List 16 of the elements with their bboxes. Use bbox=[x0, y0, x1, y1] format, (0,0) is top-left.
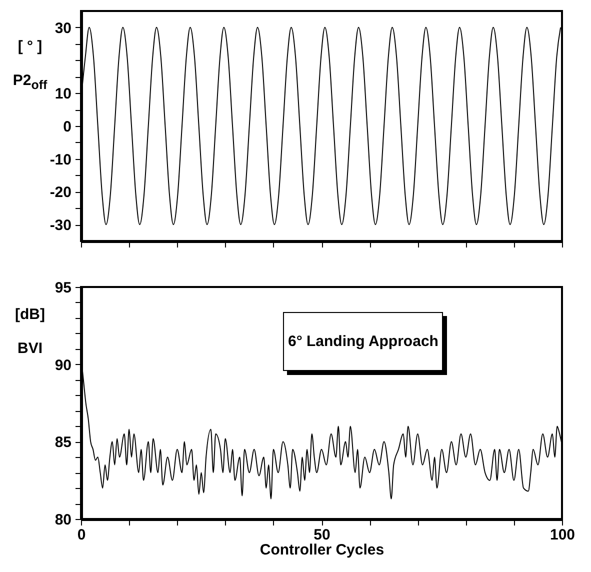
x-axis-title: Controller Cycles bbox=[260, 542, 384, 558]
y-tick-label: 95 bbox=[54, 280, 72, 296]
y-tick-label: 90 bbox=[54, 356, 72, 374]
y-tick-label: 0 bbox=[63, 118, 72, 136]
x-tick-label: 50 bbox=[314, 526, 330, 544]
y-tick-label: 30 bbox=[54, 20, 72, 37]
y-tick-label: -20 bbox=[50, 184, 72, 202]
y-tick-label: 10 bbox=[54, 86, 72, 103]
y-tick-label: 80 bbox=[54, 512, 72, 528]
y-axis-title: [dB] BVI bbox=[14, 305, 46, 359]
y-axis-title: [ ° ] P2$_{off}$ bbox=[12, 37, 48, 94]
y-tick-label: -30 bbox=[50, 217, 72, 234]
x-tick-label: 100 bbox=[550, 526, 576, 544]
x-tick-label: 0 bbox=[77, 526, 86, 544]
y-tick-label: -10 bbox=[50, 151, 72, 168]
y-tick-label: 85 bbox=[54, 434, 72, 452]
